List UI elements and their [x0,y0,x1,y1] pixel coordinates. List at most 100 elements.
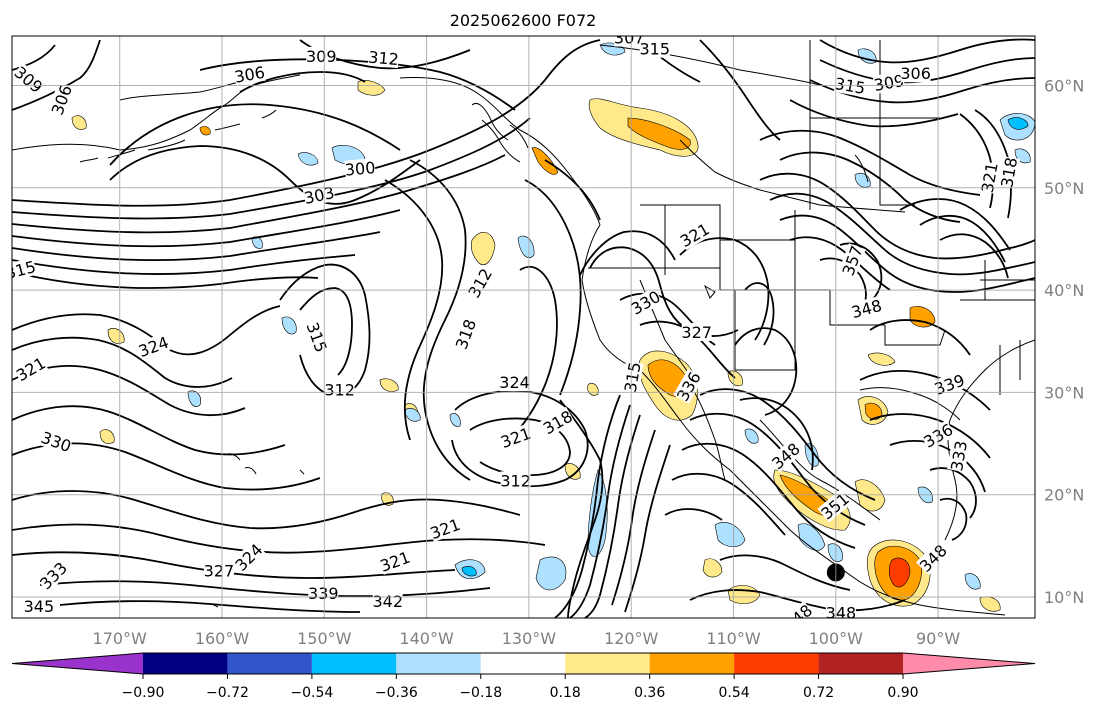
contour-label-bg [47,82,75,117]
contour-label-bg [136,332,171,360]
contour-label-bg [817,489,853,523]
contour-label-bg [451,316,480,352]
map-frame [11,35,1036,619]
contour-label: 312 [324,380,355,399]
colorbar-tick-label: −0.90 [122,685,165,701]
longitude-tick-label: 100°W [809,629,864,648]
colorbar [11,652,1036,675]
contour-label-bg [498,423,533,451]
longitude-tick-label: 150°W [297,629,352,648]
contour-label: 342 [372,592,403,611]
contour-label-text: 327 [204,561,235,580]
contour-label-bg [500,471,531,490]
contour-label-text: 348 [826,603,857,622]
lat-lon-grid [12,36,1035,618]
theta-contours [12,38,1035,618]
contour-label-bg [681,323,712,342]
contour-label: 348 [825,603,857,622]
colorbar-swatch [311,653,397,674]
colorbar-swatch [396,653,481,674]
contour-label: 306 [233,63,266,87]
colorbar-swatch [734,653,819,674]
latitude-tick-label: 60°N [1044,77,1084,96]
contour-label-bg [947,439,971,473]
contour-label-bg [932,370,967,398]
contour-label: 307 [614,28,645,47]
colorbar-tick-label: −0.72 [206,685,249,701]
negative-shading [187,42,1035,591]
contour-label-bg [306,46,337,65]
contour-label-bg [620,360,644,394]
longitude-tick-label: 90°W [916,629,960,648]
contour-label-bg [302,183,336,207]
colorbar-tick-label: −0.36 [375,685,418,701]
contour-label: 327 [681,323,712,342]
contour-label-text: 345 [24,597,55,616]
contour-label: 300 [344,158,376,180]
contour-label: 309 [306,46,337,66]
contour-label-bg [23,597,54,616]
contour-label-text: 312 [324,380,355,399]
contour-label-text: 307 [614,28,645,47]
contour-label-bg [36,558,71,593]
contour-label-bg [768,439,803,473]
contour-label-bg [639,39,670,58]
contour-label-bg [780,600,816,618]
longitude-tick-labels: 170°W 160°W 150°W 140°W 130°W 120°W 110°W 100°W… [93,629,961,648]
colorbar-swatch [649,653,735,674]
colorbar-swatch [565,653,650,674]
colorbar-tick-label: 0.18 [550,685,581,701]
map-background [12,36,1035,618]
contour-label-bg [499,373,530,392]
contour-label-bg [39,427,74,456]
colorbar-tick-labels: −0.90 −0.72 −0.54 −0.36 −0.18 0.18 0.36 0.54 0.7… [122,674,919,701]
contour-label-text: 312 [368,48,400,70]
contour-label-bg [677,219,713,251]
contour-label: 315 [639,39,670,59]
colorbar-tick-label: 0.36 [634,685,665,701]
colorbar-tick-label: 0.90 [887,685,918,701]
colorbar-swatch [143,653,228,674]
contour-label-bg [324,380,355,399]
contour-label: 324 [499,373,530,392]
contour-label-text: 306 [900,64,931,83]
latitude-tick-label: 20°N [1044,486,1084,505]
contour-label-text: 342 [372,592,403,611]
longitude-tick-label: 140°W [399,629,454,648]
contour-label-text: 309 [306,47,337,66]
contour-label-text: 339 [308,584,339,603]
latitude-tick-label: 10°N [1044,588,1084,607]
contour-label: 339 [308,583,339,603]
contour-label-bg [13,353,49,385]
longitude-tick-label: 160°W [195,629,250,648]
contour-label-bg [12,62,46,96]
contour-label-text: 324 [499,373,530,392]
latitude-tick-label: 50°N [1044,179,1084,198]
contour-label-bg [872,70,906,94]
latitude-tick-label: 30°N [1044,383,1084,402]
latitude-tick-labels: 60°N 50°N 40°N 30°N 20°N 10°N [1044,77,1084,608]
colorbar-tick-label: −0.54 [290,685,333,701]
contour-label-bg [977,161,1001,194]
contour-label-bg [377,547,413,575]
colorbar-tick-label: 0.72 [803,685,834,701]
contour-label-bg [849,295,884,322]
colorbar-extend-high [903,653,1035,674]
longitude-tick-label: 110°W [706,629,761,648]
contour-label-bg [838,243,866,278]
contour-label: 312 [368,48,400,70]
latitude-tick-label: 40°N [1044,281,1084,300]
contour-label-bg [628,287,664,318]
colorbar-tick-label: 0.54 [719,685,750,701]
colorbar-tick-label: −0.18 [459,685,502,701]
contour-label-bg [673,368,704,404]
contour-label-bg [900,64,931,83]
contour-label-bg [231,540,266,575]
contour-label-text: 312 [500,471,531,490]
contour-label: 303 [302,183,336,208]
contour-label: 327 [203,561,235,580]
contour-label-bg [825,603,856,618]
contour-label-bg [203,561,234,580]
colorbar-swatch [818,653,903,674]
